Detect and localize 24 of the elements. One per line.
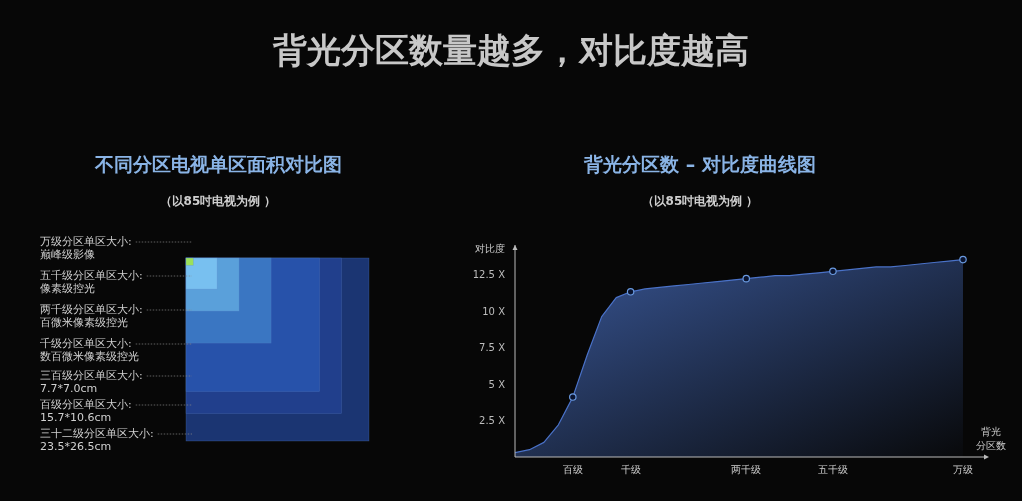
- y-axis-title: 对比度: [475, 243, 505, 254]
- y-tick-label: 12.5 X: [472, 268, 506, 280]
- text: 百级分区单区大小: 15.7*10.6cm: [40, 398, 132, 424]
- x-axis-title: 背光分区数: [976, 426, 1006, 451]
- text: 万级分区单区大小: 巅峰级影像: [40, 235, 132, 261]
- x-tick-label: 两千级: [731, 464, 762, 475]
- x-tick-label: 千级: [620, 464, 641, 475]
- chart-title: 背光分区数 – 对比度曲线图: [583, 153, 816, 175]
- text: 三十二级分区单区大小: 23.5*26.5cm: [40, 427, 154, 453]
- x-tick-label: 百级: [562, 464, 583, 475]
- y-tick-label: 2.5 X: [479, 414, 506, 426]
- x-tick-label: 万级: [953, 464, 973, 475]
- text: 不同分区电视单区面积对比图: [93, 153, 342, 175]
- text: 五千级分区单区大小: 像素级控光: [40, 269, 143, 295]
- x-tick-label: 五千级: [817, 464, 848, 475]
- text: 背光分区数量越多，对比度越高: [272, 30, 749, 70]
- text: 千级分区单区大小: 数百微米像素级控光: [40, 337, 139, 363]
- text: 三百级分区单区大小: 7.7*7.0cm: [40, 369, 143, 395]
- y-tick-label: 7.5 X: [479, 341, 506, 353]
- y-tick-label: 5 X: [488, 378, 506, 390]
- text: 两千级分区单区大小: 百微米像素级控光: [40, 303, 143, 329]
- y-tick-label: 10 X: [482, 305, 506, 317]
- chart-subtitle: （以85吋电视为例 ）: [641, 194, 759, 208]
- text: （以85吋电视为例 ）: [159, 194, 277, 208]
